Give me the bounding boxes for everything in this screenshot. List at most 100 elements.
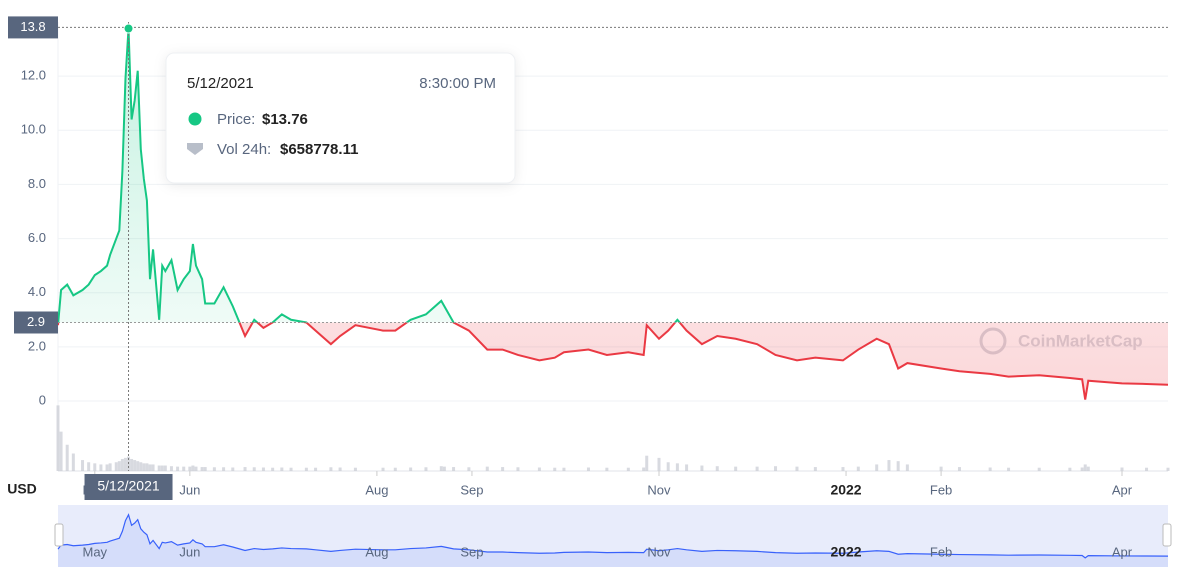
x-tick-label: Jun xyxy=(179,482,200,497)
volume-bar xyxy=(537,467,541,471)
navigator-handle[interactable] xyxy=(54,523,64,547)
volume-bar xyxy=(856,466,860,471)
tooltip-vol-icon xyxy=(187,143,203,155)
volume-bar xyxy=(212,467,216,471)
volume-bar xyxy=(501,467,505,471)
volume-bar xyxy=(56,405,60,471)
volume-bar xyxy=(120,458,124,471)
navigator-handle[interactable] xyxy=(1162,523,1172,547)
volume-bar xyxy=(148,464,152,471)
volume-bar xyxy=(700,465,704,471)
volume-bar xyxy=(182,466,186,471)
volume-bar xyxy=(685,464,689,471)
volume-bar xyxy=(188,466,192,471)
tooltip-time: 8:30:00 PM xyxy=(419,75,496,92)
volume-bar xyxy=(393,467,397,471)
volume-bar xyxy=(87,462,91,471)
volume-bar xyxy=(222,467,226,471)
volume-bar xyxy=(133,460,137,471)
volume-bar xyxy=(381,467,385,471)
volume-bar xyxy=(734,466,738,471)
volume-bar xyxy=(338,467,342,471)
volume-bar xyxy=(605,467,609,471)
currency-label: USD xyxy=(7,481,37,497)
navigator-tick-label: May xyxy=(83,544,108,559)
volume-bar xyxy=(813,467,817,471)
volume-bar xyxy=(645,455,649,471)
volume-bar xyxy=(841,467,845,471)
navigator-tick-label: 2022 xyxy=(830,544,861,560)
navigator-tick-label: Jun xyxy=(179,544,200,559)
volume-bar xyxy=(314,467,318,471)
volume-bar xyxy=(905,464,909,471)
crosshair-value-label: 13.8 xyxy=(20,19,45,34)
volume-bar xyxy=(243,467,247,471)
volume-bar xyxy=(353,467,357,471)
navigator-area xyxy=(58,514,1168,567)
volume-bar xyxy=(157,465,161,471)
date-box xyxy=(84,474,173,500)
tooltip-vol-label: Vol 24h: xyxy=(217,141,271,158)
volume-bar xyxy=(553,467,557,471)
volume-bar xyxy=(439,466,443,471)
volume-bar xyxy=(151,464,155,471)
volume-bar xyxy=(1037,467,1041,471)
navigator-tick-label: Aug xyxy=(365,544,388,559)
volume-bar xyxy=(160,465,164,471)
area-up xyxy=(58,28,680,323)
volume-bar xyxy=(939,466,943,471)
volume-bar xyxy=(304,467,308,471)
navigator-tick-label: Apr xyxy=(1112,544,1133,559)
volume-bar xyxy=(467,467,471,471)
volume-bar xyxy=(108,463,112,471)
volume-bar xyxy=(176,466,180,471)
volume-bar xyxy=(1145,467,1149,471)
tooltip: 5/12/2021 8:30:00 PM Price: $13.76 Vol 24h: $… xyxy=(165,52,516,184)
volume-bar xyxy=(252,467,256,471)
volume-bar xyxy=(657,457,661,471)
volume-bar xyxy=(271,467,275,471)
volume-bar xyxy=(142,463,146,471)
y-tick-label: 6.0 xyxy=(28,230,46,245)
x-tick-label: Sep xyxy=(460,482,483,497)
volume-bar xyxy=(139,462,143,471)
price-line-up xyxy=(57,28,682,323)
volume-bar xyxy=(163,465,167,471)
volume-bar xyxy=(1166,467,1170,471)
volume-bar xyxy=(1007,467,1011,471)
volume-bar xyxy=(485,466,489,471)
volume-bar xyxy=(280,467,284,471)
volume-bar xyxy=(675,463,679,471)
hover-point xyxy=(123,23,134,34)
area-down xyxy=(58,322,1168,400)
volume-bar xyxy=(145,463,149,471)
tooltip-date: 5/12/2021 xyxy=(187,75,254,92)
volume-bar xyxy=(774,466,778,471)
volume-bar xyxy=(65,444,69,471)
volume-bar xyxy=(626,467,630,471)
volume-bar xyxy=(896,461,900,471)
volume-bar xyxy=(755,466,759,471)
volume-bar xyxy=(409,467,413,471)
y-tick-label: 12.0 xyxy=(21,68,46,83)
volume-bar xyxy=(715,466,719,471)
baseline-label: 2.9 xyxy=(27,314,45,329)
volume-bar xyxy=(99,464,103,471)
tooltip-vol: $658778.11 xyxy=(280,141,358,158)
x-tick-label: Nov xyxy=(647,482,671,497)
volume-bar xyxy=(194,466,198,471)
x-tick-label: Apr xyxy=(1112,482,1133,497)
x-tick-label: Feb xyxy=(930,482,952,497)
y-tick-label: 8.0 xyxy=(28,176,46,191)
volume-bar xyxy=(117,461,121,471)
volume-bar xyxy=(666,462,670,471)
date-box-label: 5/12/2021 xyxy=(97,478,159,494)
volume-bar xyxy=(191,465,195,471)
x-tick-label: Aug xyxy=(365,482,388,497)
volume-bar xyxy=(1080,467,1084,471)
volume-bar xyxy=(123,457,127,471)
volume-bar xyxy=(1086,466,1090,471)
tooltip-bg xyxy=(165,52,516,184)
